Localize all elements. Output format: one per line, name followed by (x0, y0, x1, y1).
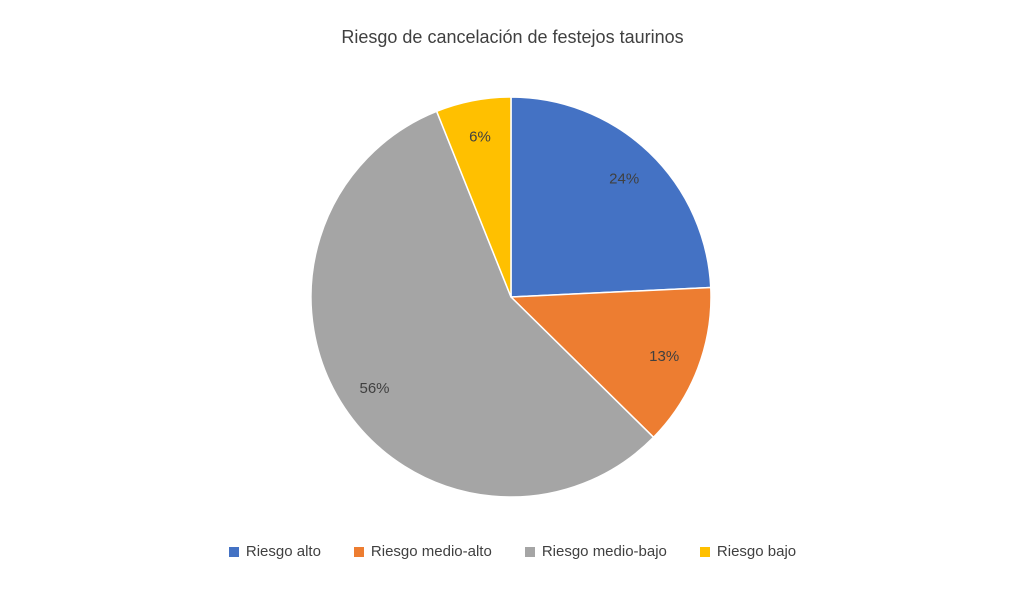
legend-label-riesgo-bajo: Riesgo bajo (716, 543, 797, 560)
legend-marker-riesgo-alto (228, 546, 239, 557)
slice-data-label-riesgo-alto: 24% (609, 171, 639, 188)
chart-legend: Riesgo alto Riesgo medio-alto Riesgo medio… (0, 543, 1025, 560)
pie-slice-riesgo-bajo (435, 96, 512, 298)
legend-label-riesgo-alto: Riesgo alto (245, 543, 321, 560)
legend-item-riesgo-alto: Riesgo alto (228, 543, 321, 560)
legend-item-riesgo-medio-bajo: Riesgo medio-bajo (524, 543, 667, 560)
chart-title: Riesgo de cancelación de festejos taurin… (341, 27, 684, 47)
pie-slice-riesgo-alto (510, 96, 712, 298)
pie-slice-riesgo-medio-alto (510, 286, 712, 439)
legend-item-riesgo-bajo: Riesgo bajo (699, 543, 797, 560)
legend-marker-riesgo-medio-bajo (524, 546, 535, 557)
pie-slice-riesgo-medio-bajo (310, 110, 655, 498)
legend-marker-riesgo-medio-alto (353, 546, 364, 557)
legend-item-riesgo-medio-alto: Riesgo medio-alto (353, 543, 492, 560)
slice-data-label-riesgo-medio-bajo: 56% (359, 380, 389, 397)
slice-data-label-riesgo-bajo: 6% (469, 128, 491, 145)
legend-marker-riesgo-bajo (699, 546, 710, 557)
slice-data-label-riesgo-medio-alto: 13% (649, 348, 679, 365)
legend-label-riesgo-medio-alto: Riesgo medio-alto (370, 543, 492, 560)
legend-label-riesgo-medio-bajo: Riesgo medio-bajo (541, 543, 667, 560)
